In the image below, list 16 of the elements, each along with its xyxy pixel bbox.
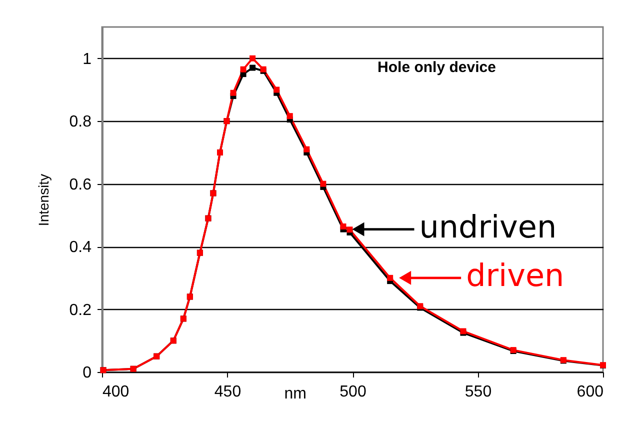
y-axis-title: Intensity bbox=[35, 174, 52, 226]
y-tick-label: 0.6 bbox=[69, 176, 92, 194]
x-tick-label: 400 bbox=[102, 384, 130, 400]
y-tick-label: 0 bbox=[82, 364, 92, 382]
legend-label: driven bbox=[466, 258, 564, 294]
x-tick-label: 450 bbox=[214, 384, 242, 400]
x-axis-title: nm bbox=[284, 386, 306, 402]
x-tick-label: 600 bbox=[576, 384, 604, 400]
y-tick-label: 1 bbox=[82, 50, 92, 68]
legend-label: undriven bbox=[419, 209, 557, 246]
y-tick-label: 0.2 bbox=[69, 302, 92, 319]
annotation: Hole only device bbox=[378, 59, 496, 76]
y-tick-label: 0.4 bbox=[69, 239, 92, 256]
x-tick-label: 500 bbox=[340, 384, 366, 400]
x-tick-label: 550 bbox=[464, 384, 492, 400]
y-tick-label: 0.8 bbox=[69, 114, 92, 131]
